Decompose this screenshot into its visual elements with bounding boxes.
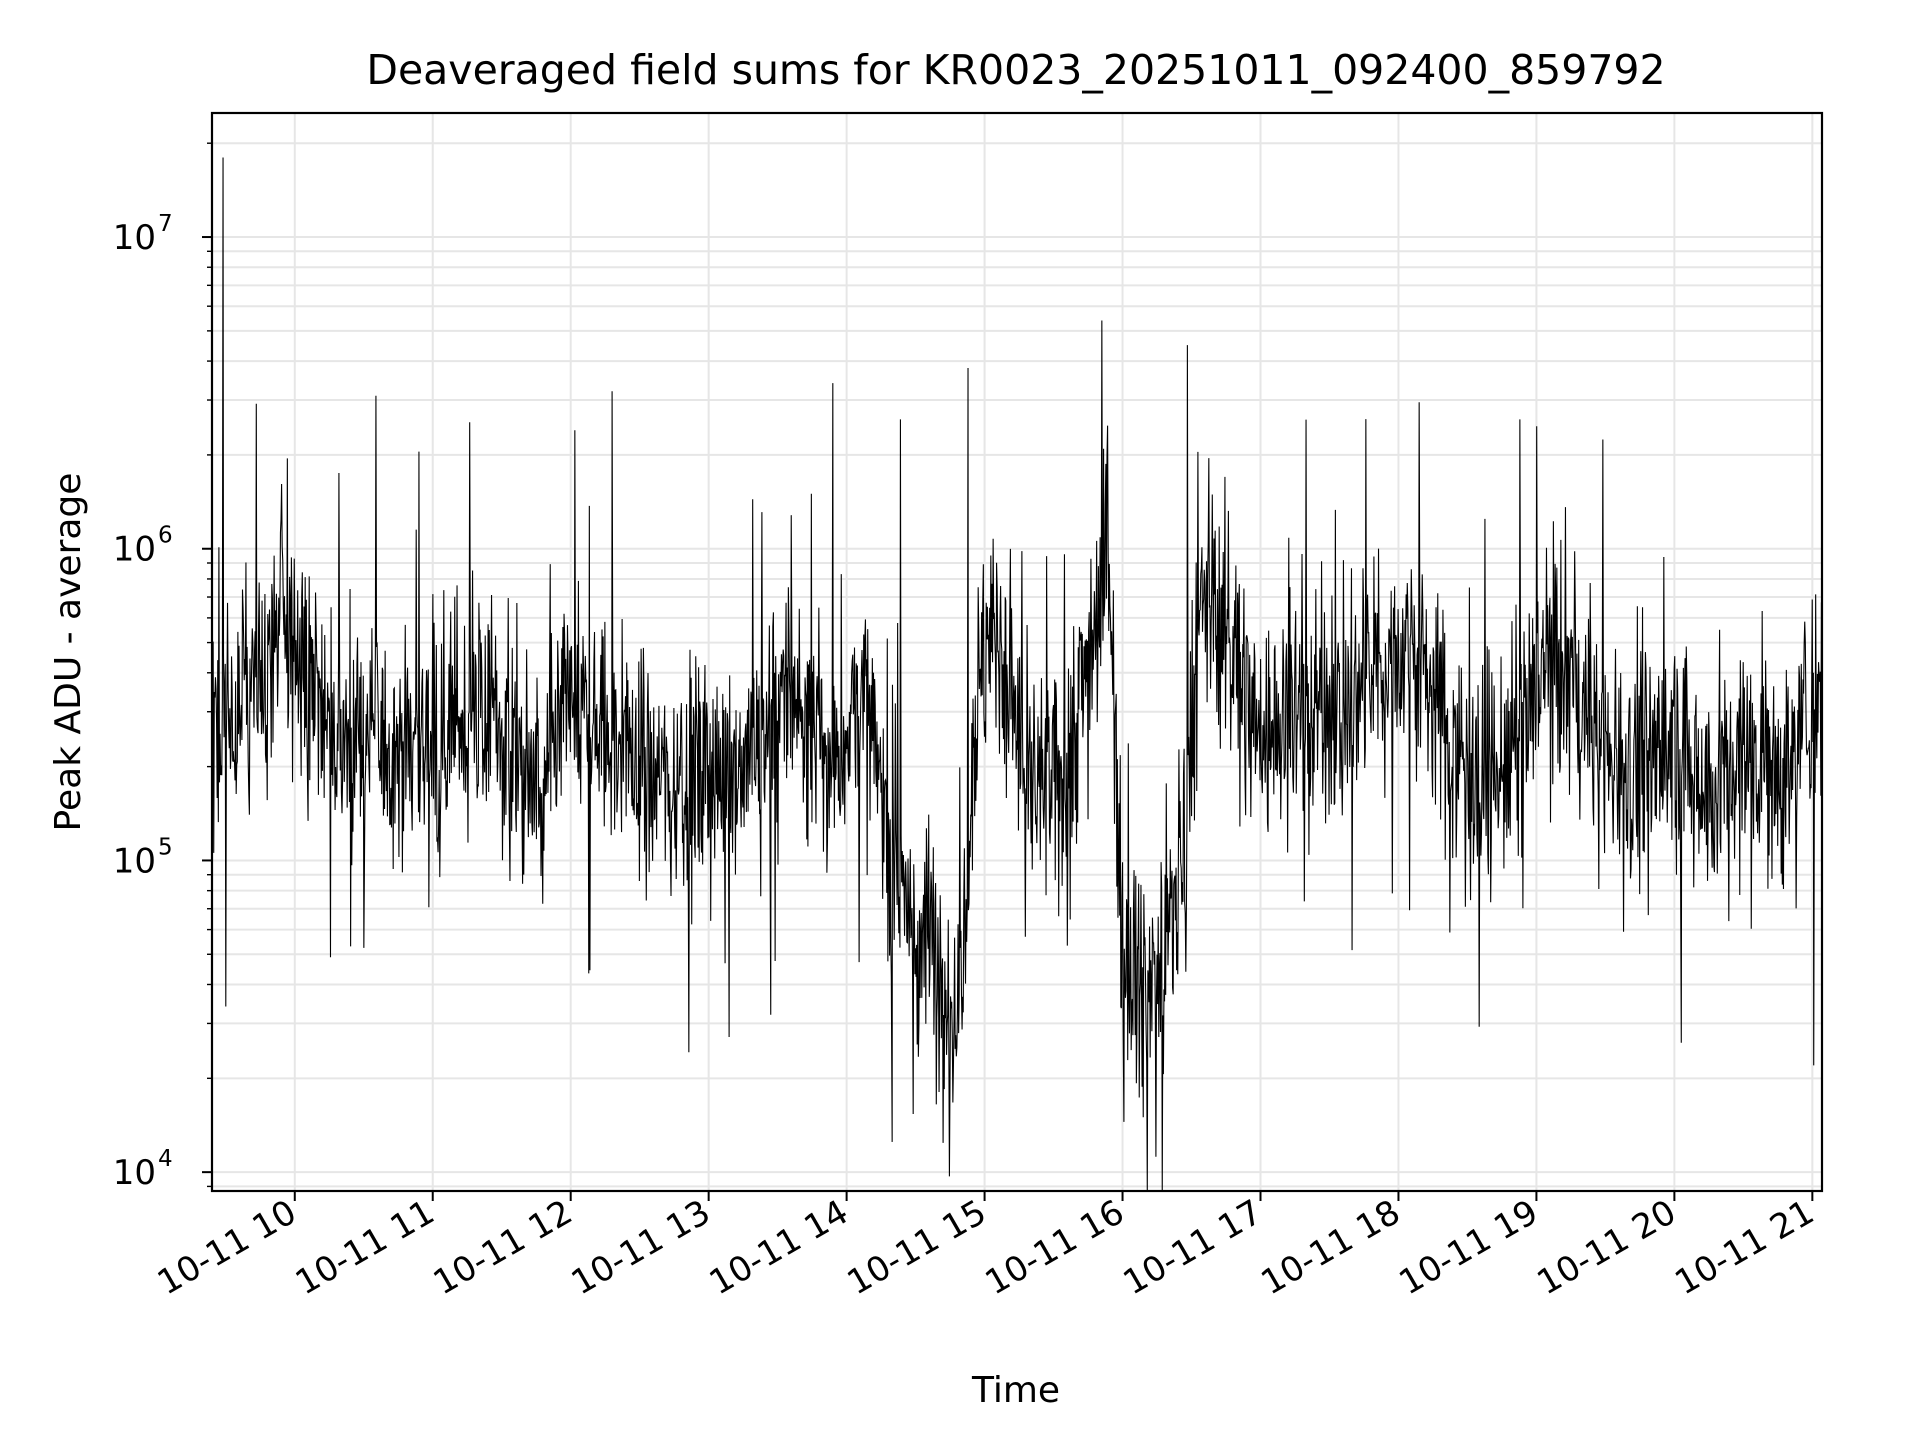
y-tick-exponent: 5 <box>158 834 173 860</box>
y-tick-label: 10 <box>113 530 156 570</box>
chart-title: Deaveraged field sums for KR0023_2025101… <box>366 46 1665 94</box>
x-axis-label: Time <box>971 1370 1060 1411</box>
axes-frame <box>210 111 1824 1193</box>
plot-area <box>211 157 1823 1192</box>
y-tick-label: 10 <box>113 218 156 258</box>
y-tick-exponent: 4 <box>158 1146 173 1172</box>
y-tick-exponent: 6 <box>158 523 173 549</box>
series-line <box>211 157 1823 1192</box>
y-tick-exponent: 7 <box>158 211 173 237</box>
y-axis-label: Peak ADU - average <box>48 473 89 832</box>
y-tick-label: 10 <box>113 1153 156 1193</box>
y-tick-label: 10 <box>113 841 156 881</box>
